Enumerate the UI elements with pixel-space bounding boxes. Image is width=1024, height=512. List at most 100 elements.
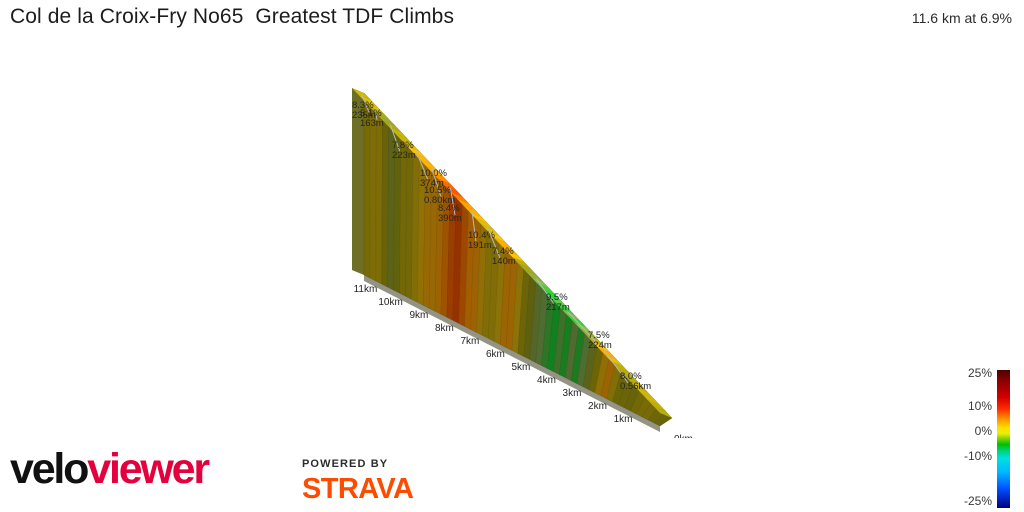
profile-ribbon-segment [616,367,636,379]
profile-band [375,105,383,285]
profile-ribbon-segment [653,406,672,418]
profile-ribbon-segment [481,224,500,236]
distance-tick-label: 5km [512,362,531,373]
segment-leader-line [471,210,477,243]
profile-ribbon-segment [592,341,611,353]
climb-profile-svg: 8.3%235m5.1%163m7.8%223m10.0%374m10.5%0.… [352,88,693,438]
veloviewer-logo[interactable]: veloviewer [10,445,210,493]
distance-tick-label: 7km [460,336,479,347]
segment-detail-label: 217m [546,302,570,313]
legend-tick-neg25: -25% [963,494,992,508]
segment-detail-label: 163m [360,118,384,129]
profile-ribbon-segment [364,101,383,113]
segment-detail-label: 235m [352,110,376,121]
profile-ribbon-segment [542,289,562,301]
legend-tick-0: 0% [974,424,992,438]
profile-ribbon-segment [641,393,660,405]
profile-ribbon-segment [506,250,525,262]
segment-gradient-label: 10.4% [468,230,495,241]
profile-ribbon-segment [635,387,654,399]
distance-tick-label: 11km [354,284,378,295]
profile-band [381,112,389,288]
climb-summary-label: 11.6 km at 6.9% [911,10,1012,26]
profile-ribbon-segment [499,244,518,256]
segment-detail-label: 223m [392,150,416,161]
segment-leader-line [567,311,597,343]
profile-ribbon-segment [530,276,549,288]
profile-body [352,88,673,432]
profile-ribbon-segment [444,185,463,197]
distance-tick-label: 2km [588,401,607,412]
segment-detail-label: 191m [468,240,492,251]
page-title: Col de la Croix-Fry No65 Greatest TDF Cl… [10,5,455,28]
segment-gradient-label: 7.4% [492,246,514,257]
segment-gradient-label: 5.1% [360,108,382,119]
segment-leader-line [536,278,555,305]
powered-by-label: POWERED BY [302,458,389,470]
profile-ribbon-segment [598,348,617,360]
profile-ribbon-segment [524,270,543,282]
header-bar: Col de la Croix-Fry No65 Greatest TDF Cl… [0,0,1024,40]
profile-ribbon-segment [493,237,512,249]
segment-gradient-label: 7.5% [588,330,610,341]
distance-tick-label: 10km [378,297,402,308]
segment-leader-line [374,108,378,121]
segment-gradient-label: 8.4% [438,203,460,214]
profile-ribbon-segment [438,179,457,191]
distance-tick-label: 1km [614,414,633,425]
distance-tick-label: 0km [674,434,693,438]
distance-tick-label: 3km [563,388,582,399]
segment-detail-label: 0.56km [620,381,651,392]
distance-tick-label: 9km [409,310,428,321]
segment-gradient-label: 10.5% [424,185,451,196]
profile-gradient-bands [363,92,673,427]
profile-ribbon-segment [623,374,642,386]
distance-tick-label: 4km [537,375,556,386]
profile-ribbon-segment [388,127,408,139]
segment-detail-label: 140m [492,256,516,267]
profile-ribbon-segment [401,140,420,152]
veloviewer-logo-velo: velo [10,445,89,493]
profile-ribbon-segment [450,192,469,204]
distance-tick-label: 8km [435,323,454,334]
profile-ribbon-segment [376,114,395,126]
profile-ribbon-segment [512,257,531,269]
profile-ribbon-segment [352,88,371,100]
segment-detail-label: 224m [588,340,612,351]
footer-logos: veloviewer POWERED BY STRAVA [0,444,440,506]
segment-detail-label: 390m [438,213,462,224]
segment-leader-line [486,226,501,259]
segment-detail-label: 374m [420,178,444,189]
profile-ribbon-segment [419,159,438,171]
profile-ribbon-segment [555,302,574,314]
gradient-legend: 25% 10% 0% -10% -25% [920,366,1016,512]
strava-wordmark: STRAVA [302,473,414,505]
segment-leader-line [416,152,429,181]
profile-ribbon-segment [382,120,401,132]
profile-ribbon-segment [487,231,506,243]
distance-tick-label: 6km [486,349,505,360]
profile-ribbon-segment [647,400,666,412]
segment-leader-line [361,94,370,113]
gradient-legend-bar [997,370,1010,508]
segment-leader-line [389,124,401,153]
segment-detail-label: 0.80km [424,195,455,206]
segment-leader-line [431,168,442,198]
segment-gradient-label: 9.5% [546,292,568,303]
segment-leader-line [449,187,456,216]
profile-ribbon-segment [432,172,451,184]
profile-ribbon-segment [518,263,537,275]
legend-tick-10: 10% [967,399,992,413]
profile-ribbon-segment [610,361,629,373]
profile-ribbon-segment [395,133,414,145]
segment-leader-line [603,350,629,384]
segment-gradient-label: 8.0% [620,371,642,382]
legend-tick-25: 25% [967,366,992,380]
profile-ribbon-segment [425,166,445,178]
legend-tick-neg10: -10% [963,449,992,463]
climb-profile: 8.3%235m5.1%163m7.8%223m10.0%374m10.5%0.… [0,38,940,438]
veloviewer-logo-viewer: viewer [87,445,210,493]
segment-gradient-label: 8.3% [352,100,374,111]
powered-by-strava: POWERED BY STRAVA [302,458,414,506]
